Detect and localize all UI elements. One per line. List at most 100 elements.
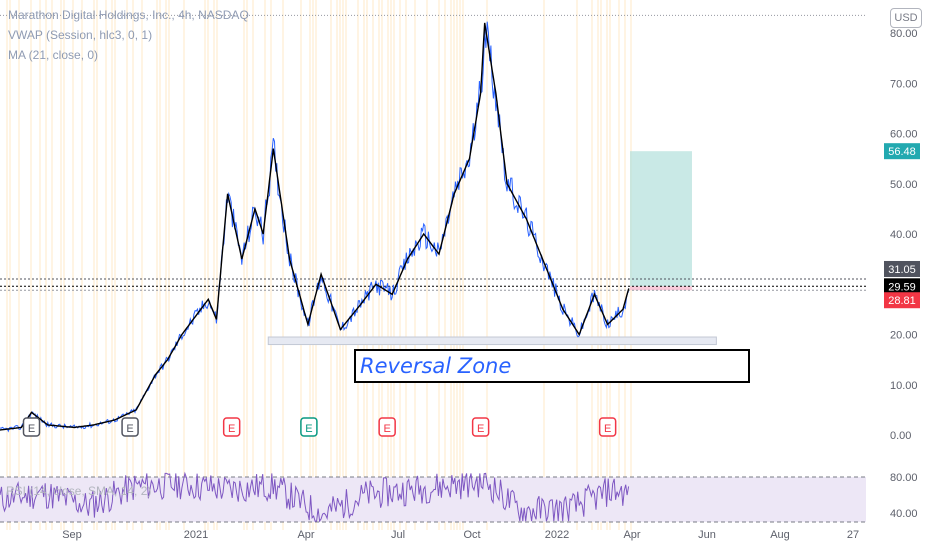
session-stripe — [597, 0, 599, 530]
time-tick-label: Sep — [62, 529, 82, 541]
price-tag-label: 56.48 — [888, 146, 916, 158]
ma-legend[interactable]: MA (21, close, 0) — [8, 48, 99, 62]
session-stripe — [456, 0, 458, 530]
earnings-marker-label: E — [305, 423, 312, 435]
session-stripe — [609, 0, 611, 530]
time-tick-label: Apr — [297, 529, 314, 541]
earnings-marker: E — [471, 417, 490, 437]
session-stripe — [60, 0, 62, 530]
session-stripe — [357, 0, 359, 530]
stop-zone — [630, 286, 692, 291]
session-stripe — [600, 0, 602, 530]
symbol-title[interactable]: Marathon Digital Holdings, Inc., 4h, NAS… — [8, 8, 249, 22]
session-stripe — [252, 0, 254, 530]
earnings-marker-label: E — [28, 423, 35, 435]
session-stripe — [624, 0, 626, 530]
session-stripe — [444, 0, 446, 530]
reversal-zone-label: Reversal Zone — [354, 349, 750, 383]
session-stripe — [216, 0, 218, 530]
session-stripe — [459, 0, 461, 530]
session-stripe — [63, 0, 65, 530]
session-stripe — [81, 0, 83, 530]
rsi-tick-label: 80.00 — [890, 472, 918, 484]
earnings-marker-box — [598, 417, 617, 437]
session-stripe — [405, 0, 407, 530]
price-tag-label: 29.59 — [888, 281, 916, 293]
rsi-band — [0, 477, 866, 522]
earnings-marker: E — [222, 417, 241, 437]
time-tick-label: Apr — [623, 529, 640, 541]
session-stripe — [576, 0, 578, 530]
price-tag-box — [884, 260, 920, 277]
time-tick-label: Oct — [463, 529, 480, 541]
session-stripe — [381, 0, 383, 530]
session-stripe — [618, 0, 620, 530]
price-tag-box — [884, 143, 920, 160]
session-stripe — [39, 0, 41, 530]
session-stripe — [141, 0, 143, 530]
session-stripe — [462, 0, 464, 530]
session-stripe — [243, 0, 245, 530]
earnings-marker-box — [378, 417, 396, 437]
vwap-legend[interactable]: VWAP (Session, hlc3, 0, 1) — [8, 28, 153, 42]
reversal-zone-box — [267, 336, 717, 346]
session-stripe — [207, 0, 209, 530]
axes: 0.0010.0020.0030.0040.0050.0060.0070.008… — [62, 28, 920, 541]
earnings-marker-box — [22, 417, 41, 437]
session-stripe — [300, 0, 302, 530]
session-stripe — [9, 0, 11, 530]
target-zone — [630, 151, 692, 287]
price-tag: 29.59 — [884, 278, 920, 295]
rsi-legend[interactable]: RSI (14, close, SMA, 14, 2) — [6, 484, 152, 498]
time-tick-label: Jul — [391, 529, 405, 541]
session-stripe — [270, 0, 272, 530]
currency-button[interactable]: USD — [890, 8, 922, 28]
earnings-marker-label: E — [383, 423, 390, 435]
price-tick-label: 80.00 — [890, 28, 918, 40]
time-tick-label: 27 — [847, 529, 859, 541]
session-stripe — [105, 0, 107, 530]
session-stripe — [111, 0, 113, 530]
session-stripe — [330, 0, 332, 530]
earnings-marker: E — [121, 417, 139, 437]
session-stripe — [114, 0, 116, 530]
price-tick-label: 70.00 — [890, 78, 918, 90]
session-stripe — [372, 0, 374, 530]
session-stripe — [345, 0, 347, 530]
session-stripe — [312, 0, 314, 530]
price-tick-label: 60.00 — [890, 129, 918, 141]
session-stripe — [393, 0, 395, 530]
session-stripe — [591, 0, 593, 530]
time-tick-label: 2022 — [545, 529, 569, 541]
ma-series-line — [0, 22, 630, 431]
price-tag-box — [884, 292, 920, 309]
session-stripe — [246, 0, 248, 530]
session-stripe — [366, 0, 368, 530]
session-stripe — [426, 0, 428, 530]
session-stripe — [282, 0, 284, 530]
session-stripe — [45, 0, 47, 530]
session-stripe — [363, 0, 365, 530]
price-tick-label: 20.00 — [890, 330, 918, 342]
session-stripe — [543, 0, 545, 530]
earnings-marker: E — [300, 417, 318, 437]
session-stripe — [168, 0, 170, 530]
rsi-pane — [0, 471, 866, 523]
price-tag: 28.81 — [884, 292, 920, 309]
session-stripe — [165, 0, 167, 530]
earnings-marker-label: E — [477, 423, 484, 435]
session-stripe — [213, 0, 215, 530]
earnings-marker-box — [121, 417, 139, 437]
price-tag-label: 28.81 — [888, 295, 916, 307]
rsi-series-line — [0, 471, 630, 523]
earnings-marker-label: E — [228, 423, 235, 435]
rsi-tick-label: 40.00 — [890, 508, 918, 520]
earnings-marker: E — [22, 417, 41, 437]
session-stripe — [390, 0, 392, 530]
session-stripe — [72, 0, 74, 530]
session-stripe — [387, 0, 389, 530]
earnings-marker-box — [471, 417, 490, 437]
session-stripe — [486, 0, 488, 530]
